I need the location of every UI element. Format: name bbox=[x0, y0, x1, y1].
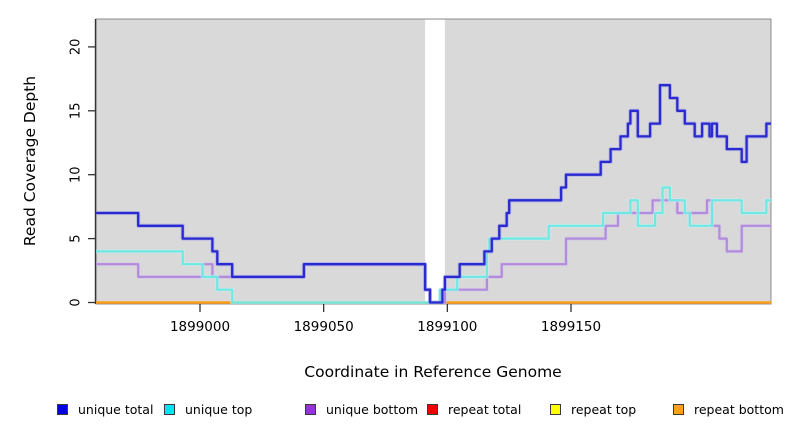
legend-swatch-icon bbox=[164, 403, 175, 415]
legend-label: repeat top bbox=[571, 401, 637, 417]
series-line-unique-top bbox=[96, 186, 771, 304]
legend-item-unique-bottom: unique bottom bbox=[305, 400, 418, 418]
legend-swatch-icon bbox=[673, 403, 684, 415]
legend-item-repeat-total: repeat total bbox=[427, 400, 521, 418]
masked-region bbox=[425, 19, 445, 304]
legend-swatch-icon bbox=[305, 403, 316, 415]
y-tick-label: 0 bbox=[69, 298, 84, 306]
legend-label: unique total bbox=[78, 401, 154, 417]
series-lines bbox=[96, 83, 771, 304]
legend: unique total unique top unique bottom repea… bbox=[0, 400, 792, 420]
legend-swatch-icon bbox=[57, 403, 68, 415]
x-axis-title: Coordinate in Reference Genome bbox=[304, 363, 562, 381]
legend-item-unique-top: unique top bbox=[164, 400, 252, 418]
legend-item-repeat-top: repeat top bbox=[550, 400, 636, 418]
series-line-unique-total bbox=[96, 84, 771, 304]
x-tick-label: 1899150 bbox=[541, 319, 601, 335]
y-tick-label: 15 bbox=[69, 103, 84, 120]
x-tick-label: 1899000 bbox=[170, 319, 230, 335]
legend-item-repeat-bottom: repeat bottom bbox=[673, 400, 784, 418]
legend-label: repeat total bbox=[448, 401, 522, 417]
legend-swatch-icon bbox=[550, 403, 561, 415]
legend-label: unique top bbox=[185, 401, 253, 417]
legend-label: unique bottom bbox=[326, 401, 419, 417]
legend-swatch-icon bbox=[427, 403, 438, 415]
legend-label: repeat bottom bbox=[694, 401, 784, 417]
legend-item-unique-total: unique total bbox=[57, 400, 153, 418]
x-tick-label: 1899050 bbox=[294, 319, 354, 335]
y-tick-label: 10 bbox=[69, 166, 84, 183]
y-axis-title: Read Coverage Depth bbox=[21, 75, 39, 247]
y-tick-label: 5 bbox=[69, 234, 84, 242]
x-tick-label: 1899100 bbox=[417, 319, 477, 335]
y-tick-label: 20 bbox=[69, 39, 84, 56]
